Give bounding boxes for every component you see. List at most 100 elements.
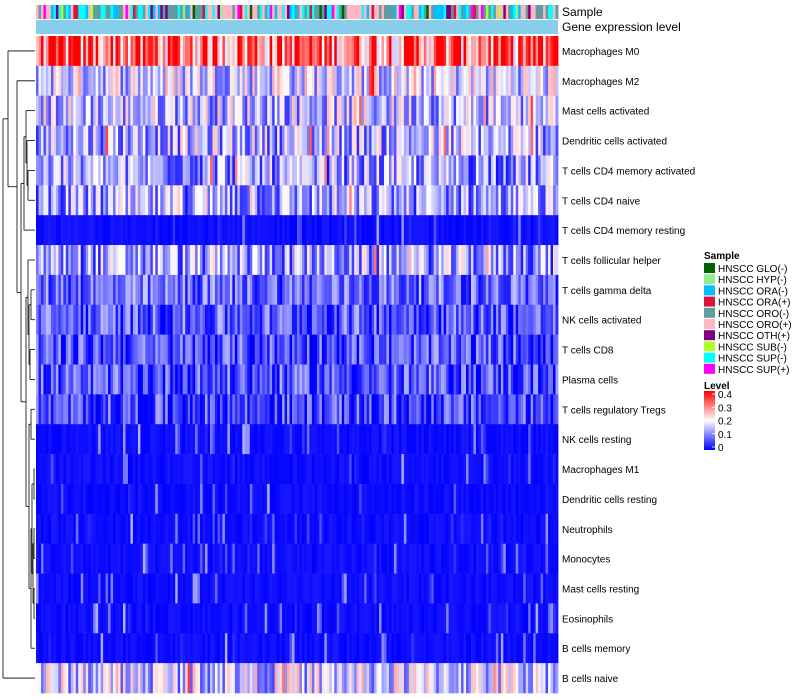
heatmap-cell — [145, 603, 149, 634]
heatmap-cell — [113, 215, 116, 246]
heatmap-cell — [483, 454, 487, 485]
heatmap-cell — [155, 424, 159, 455]
heatmap-cell — [443, 274, 447, 306]
heatmap-cell — [349, 185, 353, 216]
heatmap-cell — [336, 155, 340, 186]
heatmap-cell — [391, 125, 395, 156]
heatmap-cell — [195, 513, 198, 544]
heatmap-cell — [100, 65, 104, 97]
heatmap-cell — [463, 36, 467, 67]
heatmap-cell — [292, 573, 295, 604]
heatmap-cell — [461, 36, 464, 67]
heatmap-cell — [466, 394, 469, 425]
heatmap-cell — [118, 155, 121, 186]
sample-annotation-cell — [309, 5, 313, 19]
heatmap-cell — [108, 185, 111, 216]
heatmap-cell — [259, 633, 263, 664]
heatmap-cell — [523, 245, 527, 276]
heatmap-cell — [411, 125, 415, 156]
heatmap-cell — [438, 185, 442, 216]
heatmap-cell — [279, 95, 283, 126]
heatmap-cell — [58, 424, 62, 455]
heatmap-cell — [535, 185, 539, 216]
heatmap-cell — [443, 663, 447, 694]
heatmap-cell — [244, 65, 248, 97]
heatmap-cell — [55, 334, 59, 365]
heatmap-cell — [272, 663, 276, 694]
heatmap-cell — [108, 245, 111, 276]
heatmap-cell — [232, 274, 236, 306]
heatmap-cell — [232, 185, 236, 216]
heatmap-cell — [518, 185, 522, 216]
heatmap-cell — [555, 424, 559, 455]
heatmap-cell — [279, 304, 283, 335]
heatmap-cell — [175, 245, 179, 276]
heatmap-cell — [518, 543, 522, 574]
heatmap-cell — [528, 454, 532, 485]
heatmap-cell — [264, 394, 268, 425]
heatmap-cell — [475, 36, 479, 67]
heatmap-cell — [242, 274, 246, 306]
heatmap-cell — [403, 394, 407, 425]
heatmap-cell — [381, 603, 385, 634]
heatmap-cell — [500, 603, 504, 634]
heatmap-cell — [443, 424, 447, 455]
heatmap-cell — [344, 125, 348, 156]
heatmap-cell — [219, 65, 223, 97]
heatmap-cell — [175, 454, 179, 485]
heatmap-cell — [366, 603, 370, 634]
heatmap-cell — [336, 454, 340, 485]
heatmap-cell — [182, 36, 186, 67]
heatmap-cell — [351, 633, 355, 664]
heatmap-cell — [155, 573, 159, 604]
heatmap-cell — [401, 633, 405, 664]
heatmap-cell — [130, 304, 134, 335]
sample-annotation-cell — [403, 5, 407, 19]
heatmap-cell — [498, 304, 502, 335]
heatmap-cell — [162, 155, 166, 186]
heatmap-cell — [471, 334, 474, 365]
heatmap-cell — [473, 483, 477, 515]
heatmap-cell — [525, 543, 529, 574]
heatmap-cell — [448, 573, 452, 604]
row-label: B cells memory — [562, 644, 630, 655]
heatmap-cell — [309, 424, 313, 455]
heatmap-cell — [299, 65, 303, 97]
heatmap-cell — [403, 663, 407, 694]
heatmap-cell — [553, 573, 556, 604]
heatmap-cell — [483, 155, 487, 186]
heatmap-cell — [301, 155, 305, 186]
heatmap-cell — [301, 95, 305, 126]
heatmap-cell — [488, 245, 492, 276]
heatmap-cell — [398, 65, 402, 97]
heatmap-cell — [475, 274, 479, 306]
heatmap-cell — [78, 513, 82, 544]
heatmap-cell — [269, 454, 273, 485]
level-annotation-label: Gene expression level — [562, 20, 681, 34]
heatmap-cell — [428, 454, 432, 485]
heatmap-cell — [391, 573, 395, 604]
heatmap-cell — [160, 185, 164, 216]
heatmap-cell — [453, 424, 457, 455]
heatmap-cell — [379, 304, 382, 335]
heatmap-cell — [309, 334, 313, 365]
heatmap-cell — [304, 274, 308, 306]
heatmap-cell — [361, 334, 365, 365]
heatmap-cell — [142, 36, 146, 67]
heatmap-cell — [150, 95, 154, 126]
heatmap-cell — [398, 663, 402, 694]
heatmap-cell — [108, 424, 111, 455]
heatmap-cell — [498, 573, 502, 604]
heatmap-cell — [224, 274, 228, 306]
heatmap-cell — [525, 573, 529, 604]
heatmap-cell — [190, 215, 193, 246]
heatmap-cell — [254, 364, 258, 395]
heatmap-cell — [426, 95, 430, 126]
heatmap-cell — [65, 65, 69, 97]
heatmap-cell — [190, 454, 193, 485]
heatmap-cell — [267, 155, 271, 186]
heatmap-cell — [284, 95, 288, 126]
heatmap-cell — [316, 513, 320, 544]
heatmap-cell — [418, 36, 422, 67]
heatmap-cell — [396, 633, 400, 664]
